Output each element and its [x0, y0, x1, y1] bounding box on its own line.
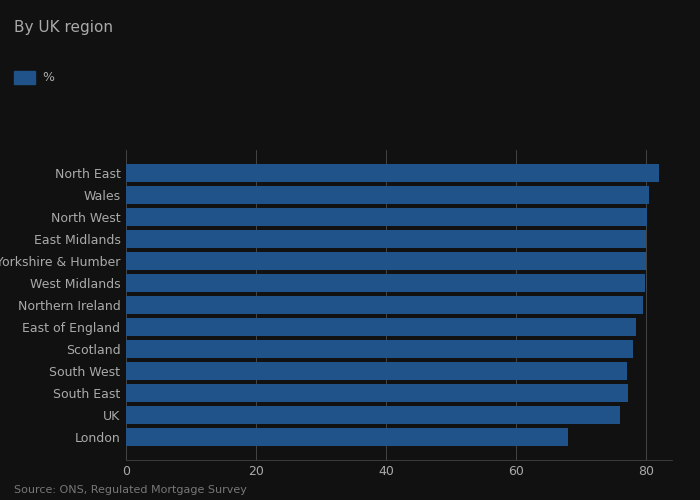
Bar	[126, 340, 633, 358]
Bar	[126, 362, 626, 380]
Bar	[126, 164, 659, 182]
Bar	[126, 186, 650, 204]
Text: By UK region: By UK region	[14, 20, 113, 35]
Bar	[126, 406, 620, 424]
Bar	[126, 230, 646, 248]
Text: %: %	[42, 71, 54, 84]
Bar	[126, 252, 646, 270]
Bar	[126, 296, 643, 314]
Bar	[126, 428, 568, 446]
Text: Source: ONS, Regulated Mortgage Survey: Source: ONS, Regulated Mortgage Survey	[14, 485, 247, 495]
Bar	[126, 208, 648, 226]
Bar	[126, 318, 636, 336]
Bar	[126, 384, 628, 402]
Bar	[126, 274, 645, 292]
